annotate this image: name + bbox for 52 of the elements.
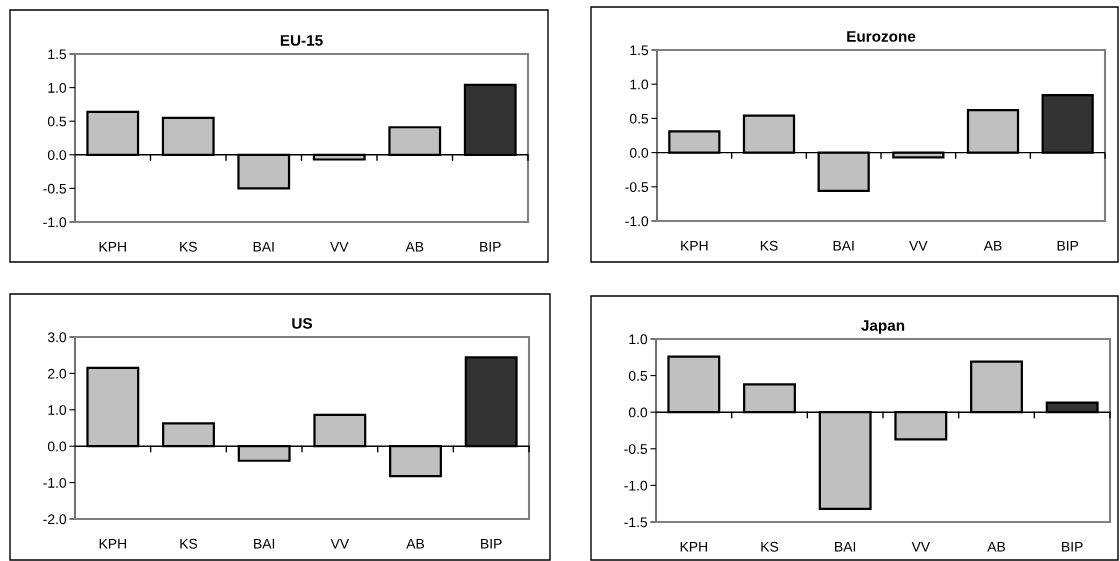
y-tick-label: -1.0: [43, 217, 67, 228]
chart-title: Japan: [861, 320, 905, 334]
y-tick-label: 0.5: [628, 370, 648, 381]
x-tick-label: BAI: [835, 541, 856, 552]
y-tick-label: 1.0: [630, 79, 649, 90]
x-tick-label: KS: [180, 241, 197, 252]
chart-title: Eurozone: [847, 31, 916, 42]
x-tick-label: KS: [760, 240, 778, 251]
y-tick-label: 0.0: [47, 150, 67, 160]
chart-title: US: [292, 318, 313, 329]
x-tick-label: VV: [911, 541, 931, 552]
x-tick-label: VV: [909, 240, 928, 251]
y-tick-label: -1.5: [624, 517, 648, 528]
x-tick-label: BIP: [481, 538, 502, 549]
x-tick-label: BAI: [833, 240, 854, 251]
x-tick-label: AB: [406, 538, 425, 549]
chart-title: EU-15: [280, 35, 323, 46]
y-tick-label: 0.0: [47, 441, 67, 452]
y-tick-label: -1.0: [625, 216, 649, 227]
x-tick-label: KS: [180, 538, 198, 549]
y-tick-label: 0.0: [629, 147, 649, 158]
y-tick-label: 3.0: [47, 332, 67, 343]
x-tick-label: AB: [987, 541, 1006, 552]
x-tick-label: AB: [405, 241, 424, 252]
y-tick-label: 0.5: [47, 116, 67, 127]
y-tick-label: -1.0: [43, 477, 67, 488]
y-tick-label: -0.5: [625, 182, 649, 192]
x-tick-label: KPH: [680, 541, 707, 552]
y-tick-label: 1.0: [48, 405, 67, 415]
x-tick-label: KPH: [99, 538, 126, 549]
x-tick-label: VV: [330, 241, 349, 252]
x-tick-label: KS: [761, 541, 779, 552]
y-tick-label: -1.0: [624, 480, 648, 491]
x-tick-label: BAI: [253, 241, 274, 252]
x-tick-label: VV: [330, 538, 350, 549]
y-tick-label: -0.5: [43, 183, 67, 194]
y-tick-label: 1.0: [48, 82, 67, 93]
x-tick-label: BIP: [1062, 541, 1083, 552]
x-tick-label: KPH: [99, 241, 126, 252]
x-tick-label: AB: [983, 240, 1002, 251]
y-tick-label: 1.5: [630, 45, 649, 56]
x-tick-label: BIP: [480, 241, 501, 252]
x-tick-label: BAI: [254, 538, 275, 549]
y-tick-label: -0.5: [624, 444, 648, 454]
y-tick-label: 0.0: [628, 407, 648, 418]
y-tick-label: -2.0: [43, 514, 67, 525]
x-tick-label: BIP: [1057, 240, 1079, 251]
y-tick-label: 0.5: [629, 113, 649, 124]
y-tick-label: 2.0: [48, 368, 67, 379]
x-tick-label: KPH: [681, 240, 708, 251]
y-tick-label: 1.5: [48, 49, 67, 60]
y-tick-label: 1.0: [629, 334, 648, 345]
